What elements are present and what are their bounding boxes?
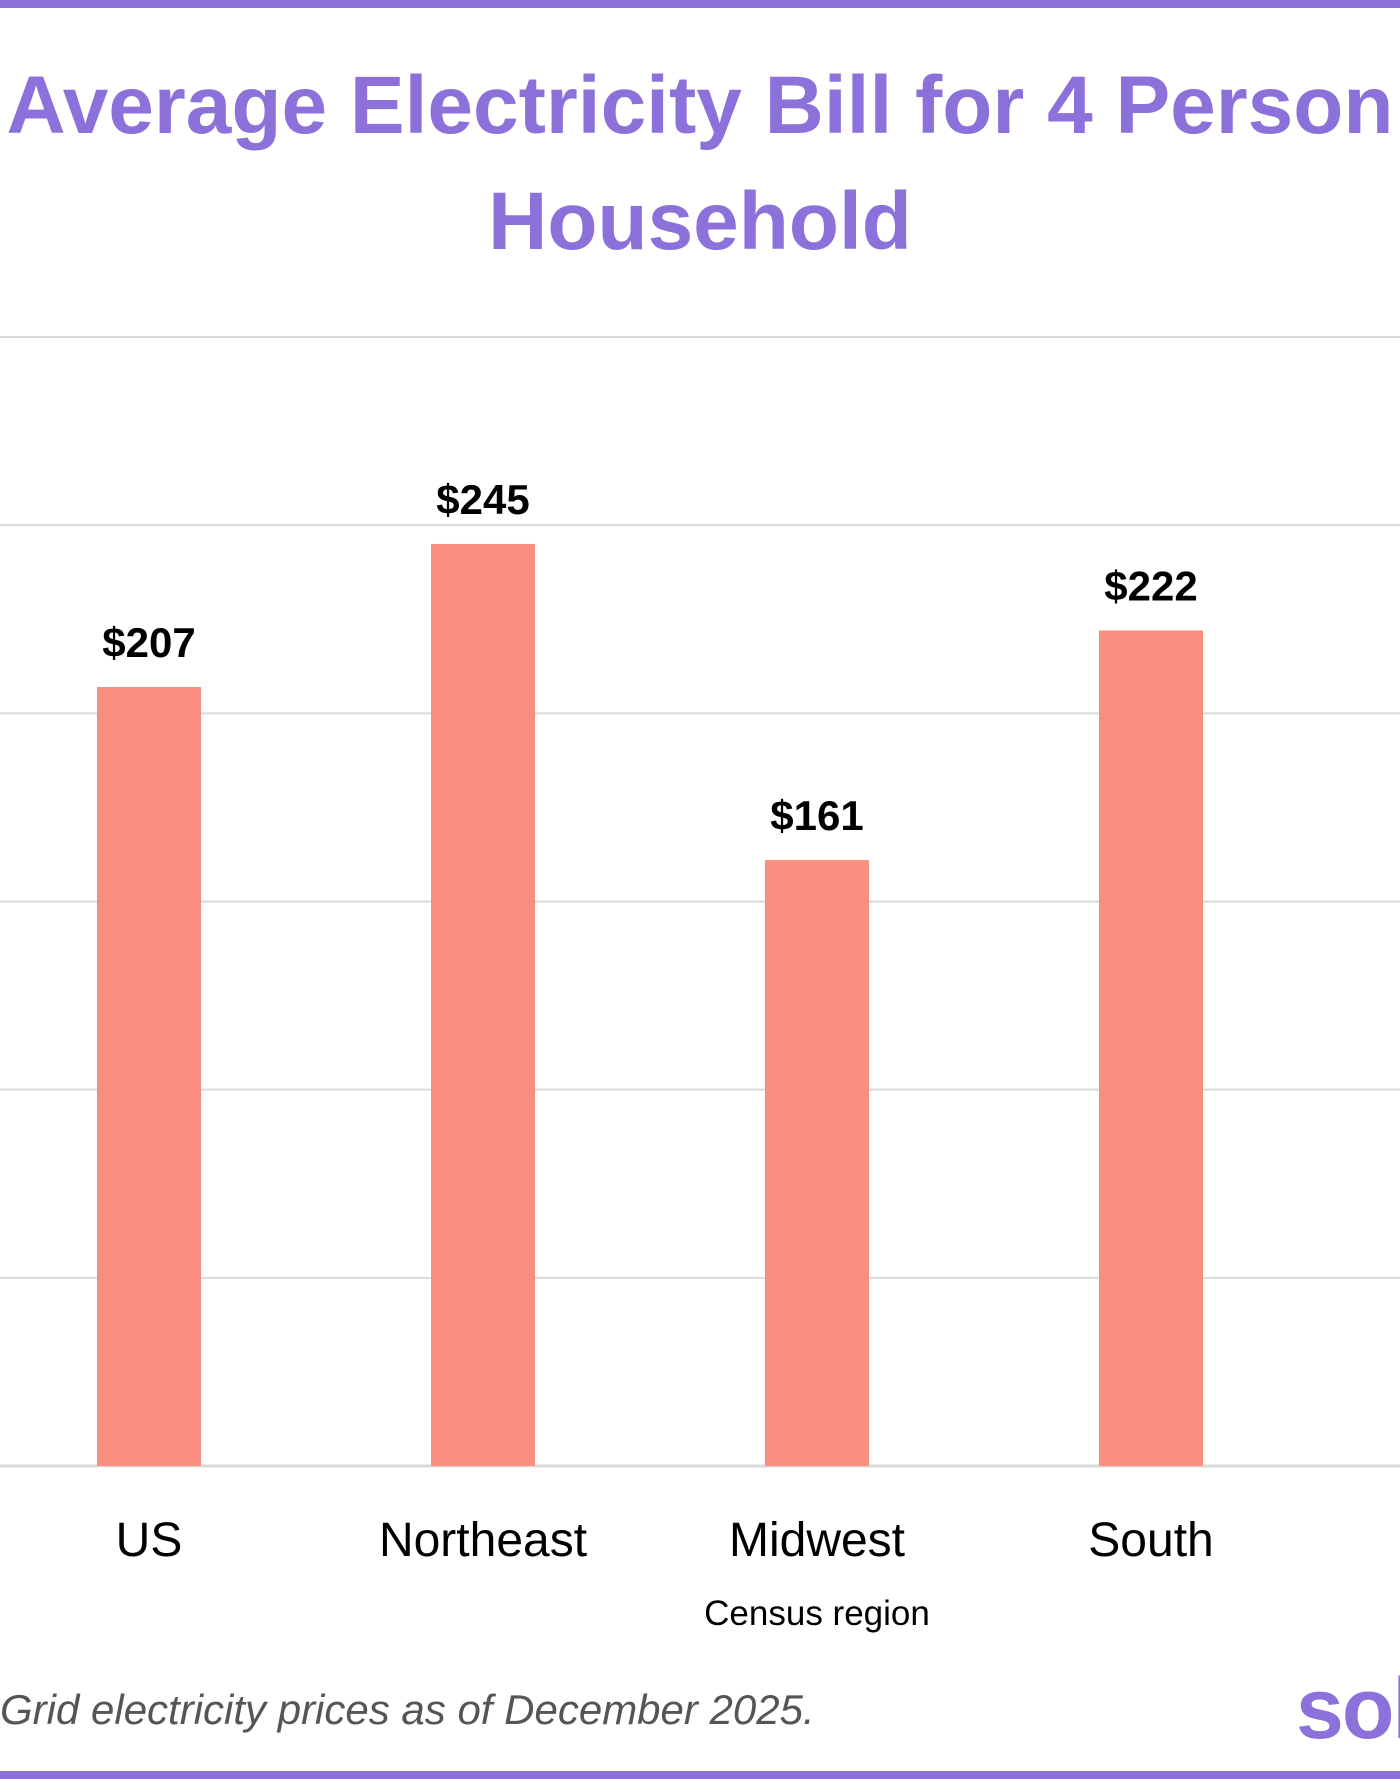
data-labels: $207 $245 $161 $222 bbox=[102, 476, 1197, 839]
data-label-midwest: $161 bbox=[770, 792, 863, 839]
chart-title-line-1: Average Electricity Bill for 4 Person bbox=[6, 60, 1394, 151]
x-tick-northeast: Northeast bbox=[379, 1514, 587, 1567]
bar-chart: $207 $245 $161 $222 US Northeast Midwest South… bbox=[0, 336, 1400, 1633]
x-tick-south: South bbox=[1088, 1514, 1213, 1567]
chart-title-line-2: Household bbox=[488, 176, 912, 267]
brand-logo: sol bbox=[1296, 1661, 1400, 1757]
x-tick-us: US bbox=[116, 1514, 183, 1567]
data-label-northeast: $245 bbox=[436, 476, 529, 523]
x-axis-label: Census region bbox=[704, 1594, 930, 1633]
chart-title: Average Electricity Bill for 4 Person Ho… bbox=[0, 48, 1400, 280]
data-label-south: $222 bbox=[1104, 563, 1197, 610]
bars bbox=[97, 543, 1203, 1466]
bar-us bbox=[97, 686, 201, 1466]
x-tick-labels: US Northeast Midwest South bbox=[116, 1514, 1214, 1567]
bar-midwest bbox=[765, 860, 869, 1466]
x-tick-midwest: Midwest bbox=[729, 1514, 905, 1567]
bottom-border bbox=[0, 1771, 1400, 1779]
bar-south bbox=[1099, 630, 1203, 1466]
top-border bbox=[0, 0, 1400, 8]
footnote: Grid electricity prices as of December 2… bbox=[0, 1686, 815, 1733]
data-label-us: $207 bbox=[102, 619, 195, 666]
bar-northeast bbox=[431, 543, 535, 1466]
